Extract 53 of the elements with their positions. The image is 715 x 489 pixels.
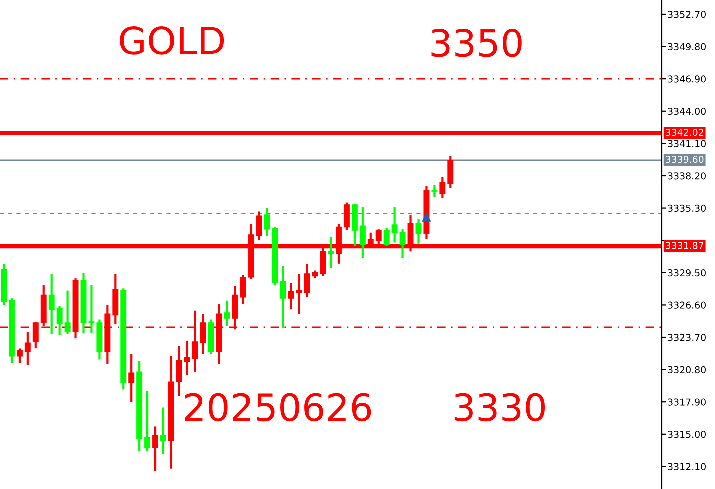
candlestick [48,274,55,334]
annotation: GOLD [120,26,224,55]
y-tick-label: 3349.80 [668,43,706,51]
annotation: 3330 [454,393,546,422]
candlestick [24,332,31,366]
candlestick [224,300,230,326]
candlestick [152,426,159,472]
candlestick [440,177,446,198]
y-tick-label: 3341.10 [668,140,706,148]
y-tick-label: 3317.90 [668,398,706,406]
candlestick [160,408,166,454]
candlestick [360,207,366,258]
y-tick-label: 3315.00 [668,431,706,438]
candlestick [176,346,182,396]
candlestick [280,266,286,329]
y-tick-label: 3335.30 [668,204,706,212]
candlestick [240,275,246,304]
candlestick [288,283,294,310]
candlestick [392,207,398,243]
candlestick [344,202,350,231]
candlestick [56,306,63,336]
y-tick-label: 3338.20 [668,172,706,180]
candlestick [144,391,151,452]
y-tick-label: 3312.10 [668,463,706,470]
candlestick [64,290,71,334]
candlestick [400,230,406,258]
candlestick [16,348,23,364]
candlestick [432,184,438,198]
candlestick [264,208,270,236]
y-tick-label: 3326.60 [668,302,706,309]
y-tick-label: 3346.90 [668,76,706,83]
candlestick [32,322,39,349]
candlestick [328,237,334,268]
ref-line-label: 3331.87 [666,242,704,250]
ref-line-label: 3342.02 [666,129,704,136]
candlestick [448,156,454,188]
y-tick-label: 3329.50 [668,269,706,277]
candlestick [296,274,302,314]
candlestick [128,354,135,402]
y-tick-label: 3344.00 [668,108,706,116]
candlestick [416,220,422,244]
candlestick [184,340,190,376]
candlestick [256,212,262,241]
annotation: 20250626 [185,393,372,422]
y-tick-label: 3352.70 [668,11,706,18]
y-tick-label: 3323.70 [668,334,706,342]
candlestick [384,228,390,246]
candlestick [304,264,310,298]
candlestick [88,285,95,333]
annotation: 3350 [432,28,522,58]
y-tick-label: 3320.80 [668,366,706,374]
candlestick [200,314,206,354]
ref-line-label: 3339.60 [666,156,704,164]
